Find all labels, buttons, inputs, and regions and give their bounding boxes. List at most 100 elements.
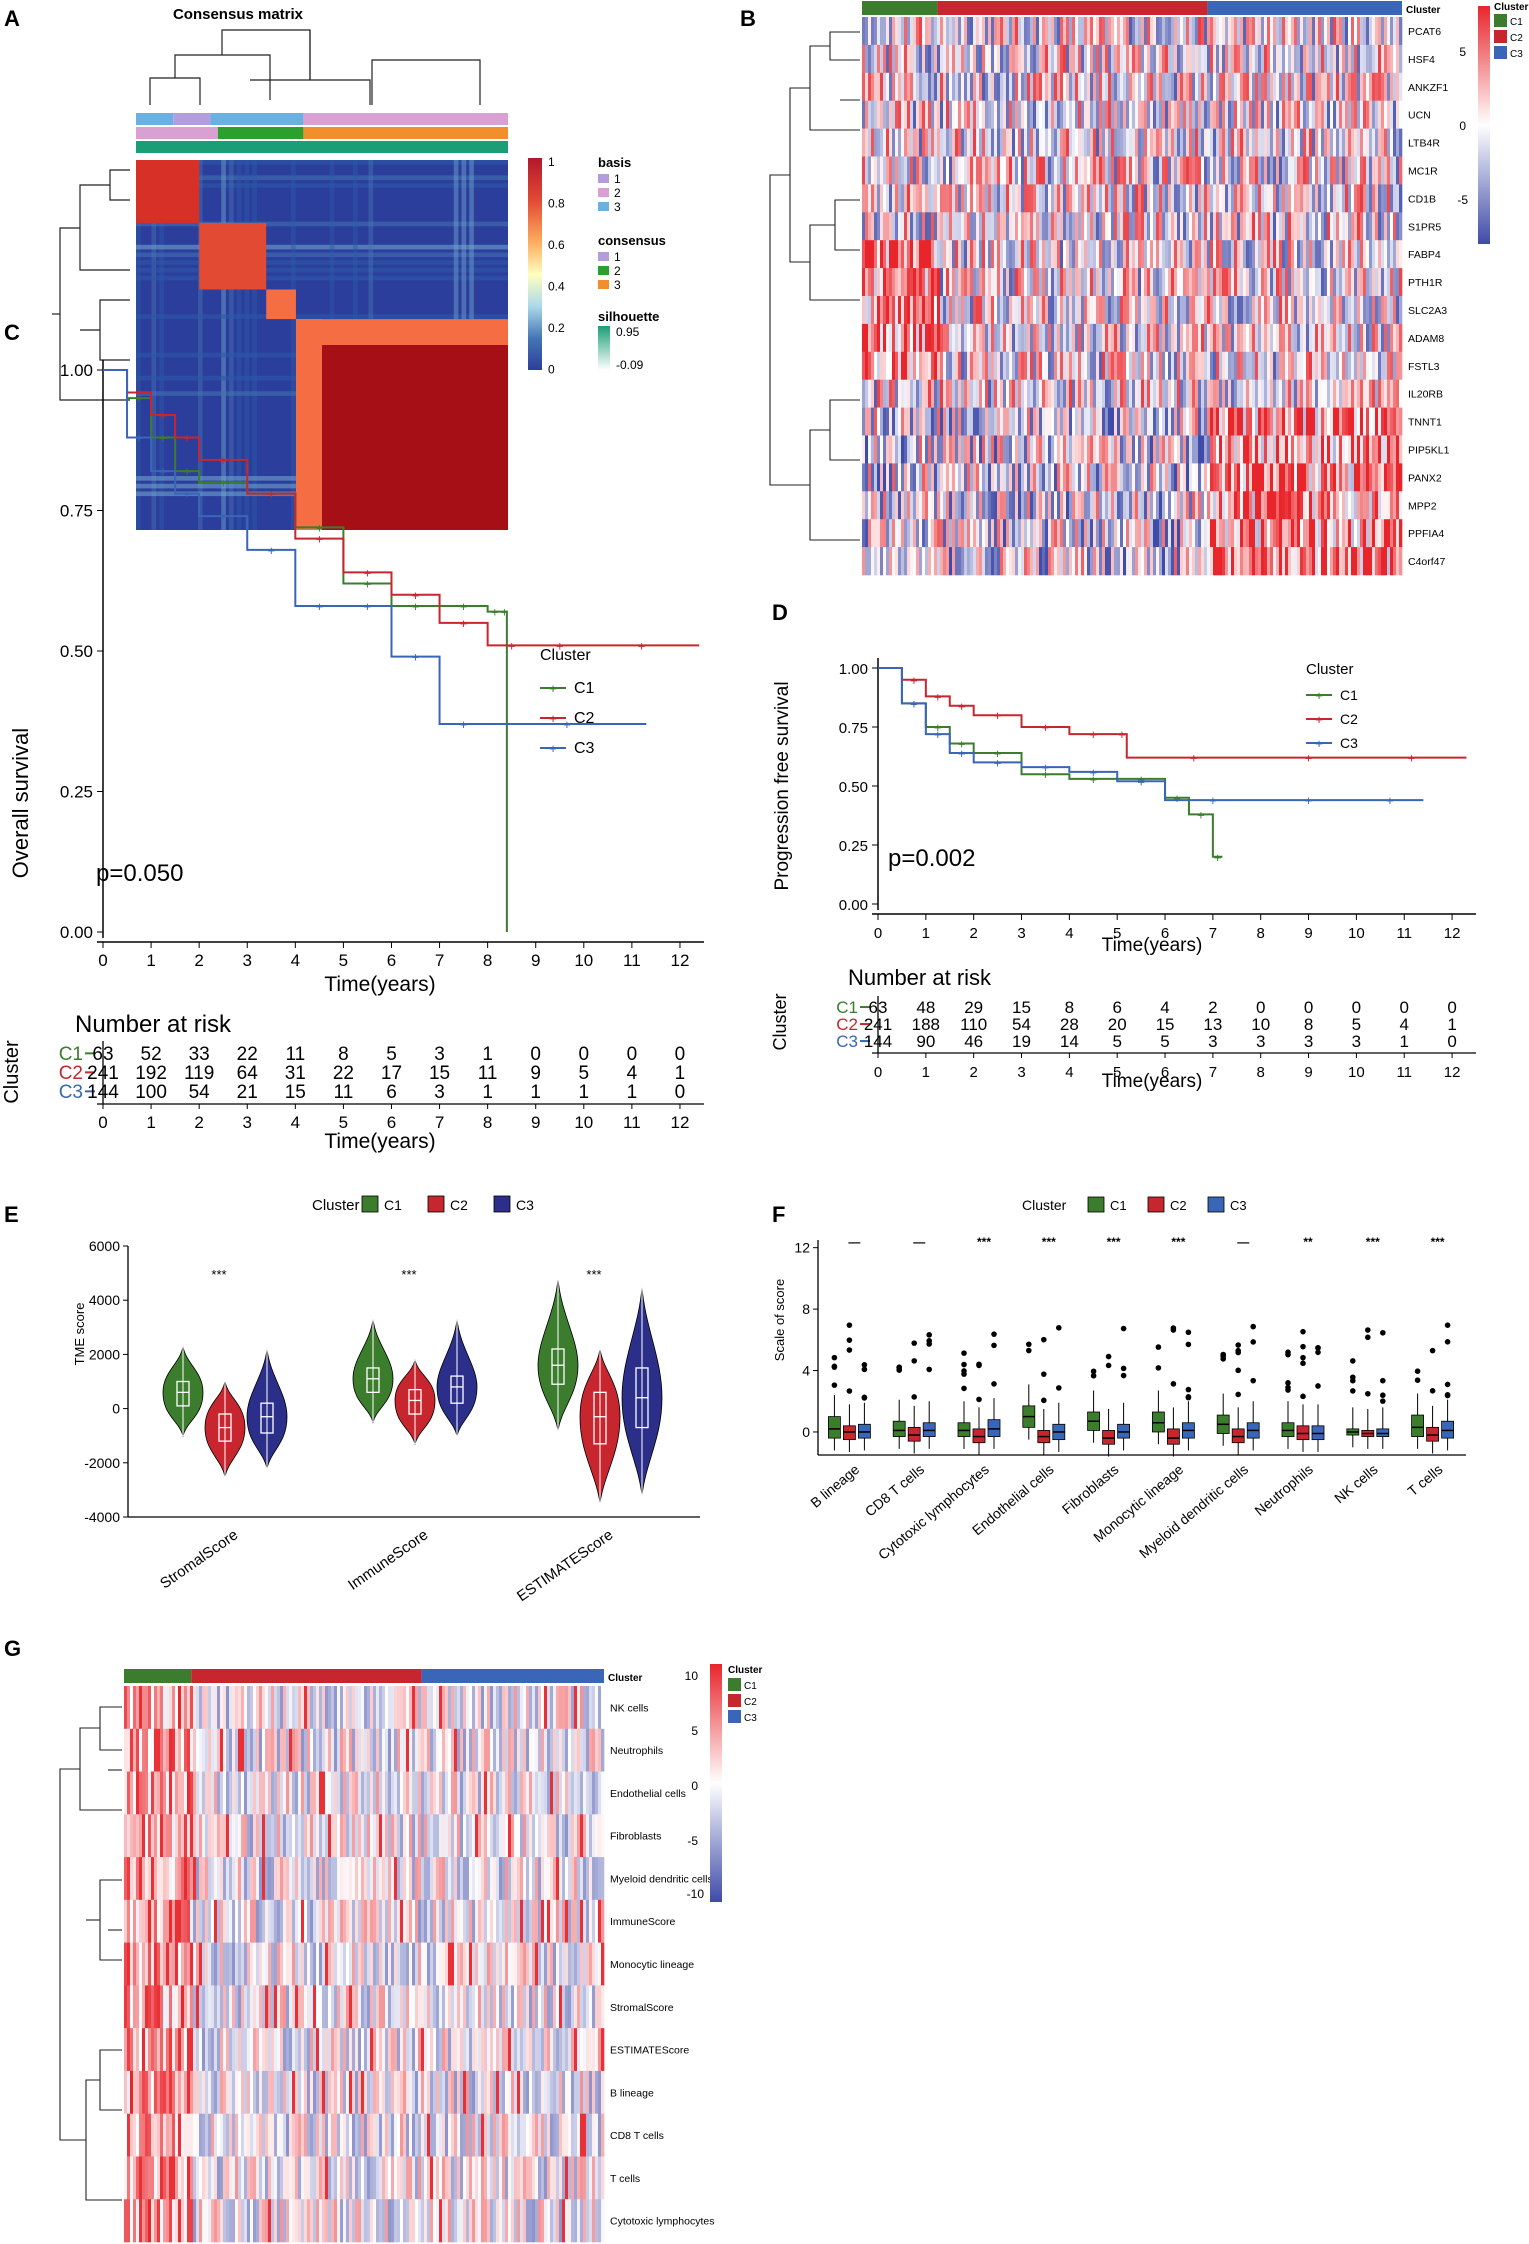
b-heat-cell	[1390, 268, 1394, 297]
risk-cell: 0	[579, 1044, 590, 1065]
b-heat-cell	[1273, 184, 1277, 213]
b-heat-cell	[1168, 463, 1172, 492]
b-heat-cell	[868, 17, 872, 46]
b-heat-cell	[1030, 351, 1034, 380]
consensus-scale-tick: 0.2	[548, 321, 565, 335]
g-heat-cell	[181, 1686, 185, 1730]
b-heat-cell	[1399, 379, 1403, 408]
b-heat-cell	[973, 128, 977, 157]
b-heat-cell	[1231, 184, 1235, 213]
b-heat-cell	[1015, 296, 1019, 325]
b-heat-cell	[1105, 240, 1109, 269]
f-category-label: B lineage	[807, 1461, 862, 1511]
b-heat-cell	[1030, 547, 1034, 576]
b-heat-cell	[1207, 100, 1211, 129]
b-heat-cell	[1177, 351, 1181, 380]
silhouette-max: 0.95	[616, 325, 640, 339]
b-heat-cell	[976, 156, 980, 185]
b-heat-cell	[1381, 463, 1385, 492]
b-heat-cell	[892, 323, 896, 353]
b-heat-cell	[1324, 519, 1328, 548]
b-heat-cell	[1117, 212, 1121, 241]
b-heat-cell	[1153, 44, 1157, 74]
b-heat-cell	[997, 296, 1001, 325]
b-heat-cell	[1036, 407, 1040, 436]
b-heat-cell	[1306, 323, 1310, 353]
b-heat-cell	[997, 379, 1001, 408]
f-significance: ***	[1042, 1235, 1056, 1249]
b-heat-cell	[1315, 268, 1319, 297]
b-heat-cell	[1009, 44, 1013, 74]
b-heat-cell	[1024, 184, 1028, 213]
b-heat-cell	[1333, 44, 1337, 74]
g-heat-cell	[388, 1728, 392, 1772]
b-heat-cell	[1276, 323, 1280, 353]
b-heat-cell	[919, 351, 923, 380]
panel-letter-g: G	[4, 1636, 21, 1661]
b-heat-cell	[1132, 100, 1136, 129]
b-heat-cell	[1243, 184, 1247, 213]
b-heat-cell	[1246, 184, 1250, 213]
b-heat-cell	[1249, 435, 1253, 464]
g-heat-cell	[382, 1771, 386, 1815]
g-heat-cell	[496, 1686, 500, 1730]
b-heat-cell	[919, 184, 923, 213]
b-heat-cell	[1033, 296, 1037, 325]
b-heat-cell	[1144, 491, 1148, 520]
b-heat-cell	[910, 379, 914, 408]
b-heat-cell	[1144, 212, 1148, 241]
b-heat-cell	[1036, 463, 1040, 492]
b-heat-cell	[892, 268, 896, 297]
b-heat-cell	[985, 100, 989, 129]
g-heat-cell	[181, 1728, 185, 1772]
b-heat-cell	[1189, 44, 1193, 74]
b-heat-cell	[943, 463, 947, 492]
b-heat-cell	[1060, 323, 1064, 353]
b-heat-cell	[1027, 72, 1031, 101]
b-heat-cell	[919, 212, 923, 241]
b-heat-cell	[1072, 379, 1076, 408]
b-heat-cell	[871, 379, 875, 408]
b-heat-cell	[1309, 72, 1313, 101]
b-heat-cell	[961, 379, 965, 408]
b-heat-cell	[1264, 240, 1268, 269]
b-heat-cell	[1156, 519, 1160, 548]
risk-cell: 6	[386, 1082, 397, 1103]
g-heat-cell	[310, 1814, 314, 1858]
b-heat-cell	[1219, 156, 1223, 185]
b-heat-cell	[877, 100, 881, 129]
b-heat-cell	[1354, 128, 1358, 157]
b-heat-cell	[1345, 17, 1349, 46]
b-heat-cell	[895, 184, 899, 213]
b-heat-cell	[1090, 323, 1094, 353]
b-heat-cell	[946, 435, 950, 464]
b-heat-cell	[1393, 100, 1397, 129]
b-heat-cell	[982, 296, 986, 325]
b-heat-cell	[940, 128, 944, 157]
f-outlier	[911, 1394, 917, 1400]
b-heat-cell	[1198, 240, 1202, 269]
censor-mark: +	[910, 673, 918, 688]
b-heat-cell	[1336, 44, 1340, 74]
b-heat-cell	[1369, 156, 1373, 185]
b-heat-cell	[1048, 547, 1052, 576]
b-heat-cell	[1303, 351, 1307, 380]
b-heat-cell	[1297, 296, 1301, 325]
b-heat-cell	[1111, 519, 1115, 548]
b-heat-cell	[1069, 100, 1073, 129]
b-heat-cell	[1087, 407, 1091, 436]
b-heat-cell	[1048, 156, 1052, 185]
b-heat-cell	[1132, 212, 1136, 241]
b-heat-cell	[1294, 379, 1298, 408]
dendro-branch	[99, 2049, 122, 2111]
b-heat-cell	[1378, 17, 1382, 46]
b-heat-cell	[973, 100, 977, 129]
g-heat-cell	[523, 1728, 527, 1772]
b-heat-cell	[964, 547, 968, 576]
g-heat-cell	[430, 1728, 434, 1772]
risk-cell: 4	[1160, 998, 1169, 1017]
b-heat-cell	[1393, 547, 1397, 576]
b-heat-cell	[1342, 184, 1346, 213]
b-heat-cell	[1003, 296, 1007, 325]
b-heat-cell	[1261, 268, 1265, 297]
